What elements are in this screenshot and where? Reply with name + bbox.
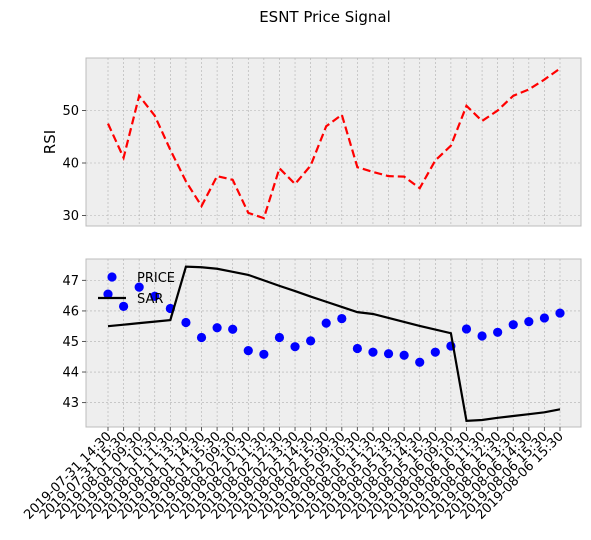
price-point (274, 332, 285, 343)
price-point (508, 320, 518, 330)
price-point (337, 313, 347, 324)
y-tick-label: 47 (62, 274, 79, 289)
y-tick-label: 43 (62, 396, 79, 411)
price-point (243, 346, 253, 356)
price-point (493, 327, 503, 337)
price-point (399, 350, 409, 360)
price-point (555, 308, 565, 318)
price-point (368, 347, 378, 357)
price-point (228, 324, 238, 334)
price-point (212, 323, 222, 333)
price-point (383, 349, 394, 359)
y-tick-label: 45 (62, 335, 79, 350)
price-point (196, 332, 207, 343)
price-point (306, 336, 316, 346)
price-point (461, 324, 472, 334)
sar-series-line (107, 265, 561, 423)
price-point (150, 291, 160, 301)
y-axis-label: RSI (41, 130, 59, 154)
plot-area (85, 57, 582, 227)
price-point (134, 282, 144, 292)
plot-area (85, 258, 582, 428)
price-point (352, 343, 362, 354)
price-point (415, 357, 425, 367)
price-point (321, 318, 331, 328)
y-tick-label: 46 (62, 304, 79, 319)
price-point (118, 301, 129, 311)
price-sar-panel: 43 44 45 46 47 PRICE SAR (62, 258, 582, 428)
price-point (524, 317, 534, 327)
price-point (103, 289, 113, 299)
y-tick-label: 50 (62, 104, 79, 119)
y-tick-label: 40 (62, 157, 79, 172)
y-tick-label: 30 (62, 209, 79, 224)
price-point (539, 313, 550, 323)
y-tick-label: 44 (62, 366, 79, 381)
rsi-series-line (106, 67, 561, 220)
price-point (477, 331, 487, 341)
legend-label: PRICE (137, 271, 175, 286)
price-point (430, 347, 440, 357)
price-point (290, 342, 300, 352)
price-point (259, 349, 269, 359)
price-point (181, 317, 191, 328)
legend-label: SAR (137, 292, 163, 307)
legend-marker-price (107, 272, 117, 282)
chart-title: ESNT Price Signal (259, 8, 391, 26)
